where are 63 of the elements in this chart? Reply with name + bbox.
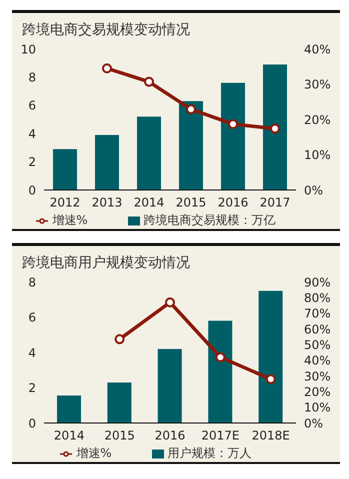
y-tick-label: 2 <box>28 155 36 170</box>
y-tick-label: 8 <box>28 70 36 84</box>
y2-tick-label: 70% <box>304 306 331 321</box>
x-tick-label: 2016 <box>154 428 186 443</box>
y2-tick-label: 20% <box>304 384 331 399</box>
bar <box>95 135 119 190</box>
y-tick-label: 4 <box>28 346 36 360</box>
point <box>144 76 154 87</box>
y2-tick-label: 40% <box>304 42 331 56</box>
x-tick-label: 2014 <box>134 196 164 210</box>
x-tick-label: 2015 <box>104 428 135 443</box>
point <box>102 63 112 74</box>
x-tick-label: 2018E <box>252 428 290 443</box>
y-tick-label: 4 <box>28 126 36 141</box>
y2-tick-label: 50% <box>304 338 331 352</box>
x-tick-label: 2012 <box>50 196 80 210</box>
y2-tick-label: 10% <box>304 400 331 415</box>
chart-title: 跨境电商交易规模变动情况 <box>21 21 191 39</box>
y-tick-label: 0 <box>28 183 36 198</box>
bar <box>57 396 81 423</box>
point <box>266 374 276 384</box>
bar <box>158 348 182 423</box>
y-tick-label: 6 <box>28 98 36 113</box>
y2-tick-label: 10% <box>304 148 331 162</box>
y2-tick-label: 0% <box>304 416 324 430</box>
y2-tick-label: 0% <box>304 183 324 198</box>
bar <box>258 290 283 423</box>
bar <box>221 82 245 190</box>
point <box>215 352 226 362</box>
bar <box>107 382 132 423</box>
y-tick-label: 8 <box>28 275 36 290</box>
x-tick-label: 2014 <box>54 428 84 443</box>
x-tick-label: 2015 <box>176 196 206 210</box>
y-tick-label: 0 <box>28 416 36 430</box>
bar <box>263 64 287 190</box>
y2-tick-label: 30% <box>304 369 331 384</box>
y-tick-label: 10 <box>20 42 36 56</box>
legend-label: 跨境电商交易规模：万亿 <box>144 213 276 227</box>
x-tick-label: 2013 <box>92 196 122 210</box>
point <box>228 119 238 130</box>
y-tick-label: 6 <box>28 310 36 325</box>
y2-tick-label: 20% <box>304 112 331 127</box>
bar <box>137 116 161 190</box>
x-tick-label: 2017E <box>201 428 240 443</box>
y-tick-label: 2 <box>28 381 36 396</box>
x-tick-label: 2016 <box>218 196 248 210</box>
bar <box>53 149 77 190</box>
bar <box>208 320 232 423</box>
y2-tick-label: 90% <box>304 275 331 290</box>
y2-tick-label: 80% <box>304 290 331 305</box>
legend-label: 增速% <box>52 213 88 227</box>
y2-tick-label: 30% <box>304 78 331 92</box>
legend-label: 用户规模：万人 <box>168 446 252 460</box>
y2-tick-label: 40% <box>304 354 331 368</box>
point <box>270 124 280 134</box>
y2-tick-label: 60% <box>304 322 331 336</box>
point <box>186 104 196 114</box>
chart-title: 跨境电商用户规模变动情况 <box>21 254 191 272</box>
point <box>114 334 125 344</box>
point <box>165 297 175 308</box>
bar <box>179 101 203 190</box>
x-tick-label: 2017 <box>260 196 290 210</box>
legend-label: 增速% <box>76 446 112 460</box>
